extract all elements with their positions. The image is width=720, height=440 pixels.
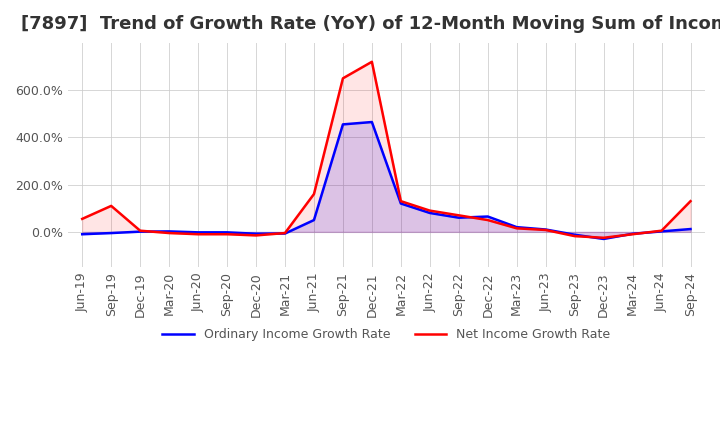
Net Income Growth Rate <box>310 191 318 197</box>
Ordinary Income Growth Rate <box>136 229 145 234</box>
Net Income Growth Rate <box>454 213 463 218</box>
Line: Net Income Growth Rate: Net Income Growth Rate <box>82 62 690 238</box>
Net Income Growth Rate <box>222 231 231 237</box>
Net Income Growth Rate <box>252 233 261 238</box>
Ordinary Income Growth Rate <box>686 227 695 232</box>
Net Income Growth Rate <box>629 231 637 237</box>
Net Income Growth Rate <box>78 216 86 221</box>
Ordinary Income Growth Rate <box>454 215 463 220</box>
Ordinary Income Growth Rate <box>397 201 405 206</box>
Ordinary Income Growth Rate <box>252 231 261 236</box>
Ordinary Income Growth Rate <box>483 214 492 219</box>
Ordinary Income Growth Rate <box>368 119 377 125</box>
Ordinary Income Growth Rate <box>657 229 666 234</box>
Net Income Growth Rate <box>136 228 145 233</box>
Net Income Growth Rate <box>338 76 347 81</box>
Ordinary Income Growth Rate <box>338 122 347 127</box>
Ordinary Income Growth Rate <box>194 230 202 235</box>
Line: Ordinary Income Growth Rate: Ordinary Income Growth Rate <box>82 122 690 239</box>
Ordinary Income Growth Rate <box>281 231 289 236</box>
Net Income Growth Rate <box>570 234 579 239</box>
Ordinary Income Growth Rate <box>599 236 608 242</box>
Net Income Growth Rate <box>194 231 202 237</box>
Net Income Growth Rate <box>599 235 608 240</box>
Net Income Growth Rate <box>513 226 521 231</box>
Ordinary Income Growth Rate <box>629 231 637 236</box>
Net Income Growth Rate <box>397 198 405 204</box>
Net Income Growth Rate <box>368 59 377 64</box>
Net Income Growth Rate <box>281 231 289 236</box>
Ordinary Income Growth Rate <box>513 224 521 230</box>
Net Income Growth Rate <box>107 203 115 209</box>
Ordinary Income Growth Rate <box>570 232 579 237</box>
Net Income Growth Rate <box>686 198 695 204</box>
Net Income Growth Rate <box>426 208 434 213</box>
Legend: Ordinary Income Growth Rate, Net Income Growth Rate: Ordinary Income Growth Rate, Net Income … <box>157 323 616 346</box>
Net Income Growth Rate <box>541 227 550 233</box>
Ordinary Income Growth Rate <box>426 210 434 216</box>
Ordinary Income Growth Rate <box>165 229 174 234</box>
Ordinary Income Growth Rate <box>541 227 550 232</box>
Net Income Growth Rate <box>657 228 666 233</box>
Ordinary Income Growth Rate <box>222 230 231 235</box>
Ordinary Income Growth Rate <box>107 231 115 236</box>
Ordinary Income Growth Rate <box>310 217 318 223</box>
Title: [7897]  Trend of Growth Rate (YoY) of 12-Month Moving Sum of Incomes: [7897] Trend of Growth Rate (YoY) of 12-… <box>21 15 720 33</box>
Net Income Growth Rate <box>165 231 174 236</box>
Ordinary Income Growth Rate <box>78 231 86 237</box>
Net Income Growth Rate <box>483 217 492 223</box>
